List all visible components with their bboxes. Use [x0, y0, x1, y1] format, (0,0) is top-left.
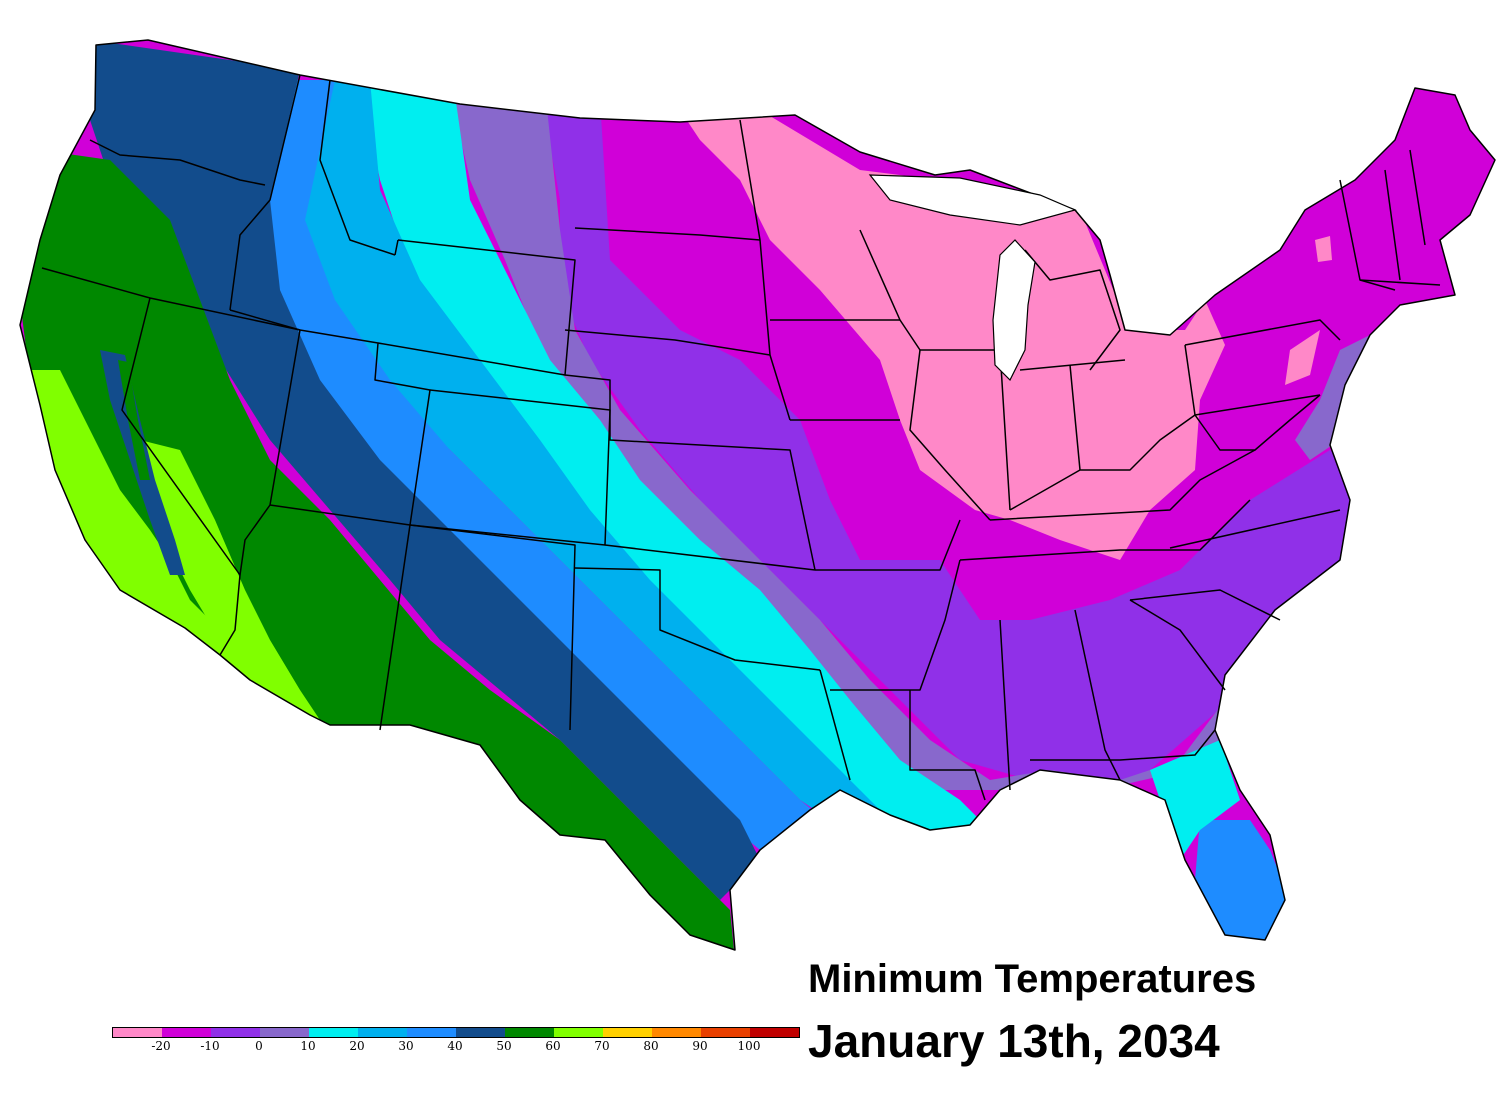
legend-tick-label: 30 [398, 1039, 414, 1053]
legend-tick-label: 70 [594, 1039, 610, 1053]
border-mo-ar [815, 519, 961, 571]
border-ms-al [999, 619, 1011, 791]
legend-tick-label: -20 [151, 1039, 171, 1053]
border-ky-tn-va [989, 449, 1256, 521]
border-il-in [999, 349, 1011, 511]
border-oh-pa [1184, 344, 1196, 416]
border-ok-tx [574, 567, 821, 671]
legend-swatch-1 [162, 1028, 211, 1037]
legend-swatch-8 [505, 1028, 554, 1037]
border-az-nm [379, 524, 411, 731]
legend-swatch-13 [750, 1028, 799, 1037]
border-sd-ne [564, 329, 771, 356]
border-mi-oh [1019, 359, 1126, 371]
legend-tick-label: -10 [200, 1039, 220, 1053]
border-nm-tx [409, 524, 576, 731]
color-legend: -20 -10 0 10 20 30 40 50 60 70 80 90 100 [112, 1027, 802, 1067]
legend-swatch-0 [113, 1028, 162, 1037]
border-ar-la-ms [830, 559, 961, 691]
border-ks-ok [604, 544, 816, 571]
border-nd-sd [574, 227, 761, 241]
band-blue-front-range [260, 80, 850, 870]
band-lime-southern-ca [140, 440, 320, 720]
border-tn [959, 499, 1251, 561]
band-slate-midatlantic [1295, 335, 1370, 460]
lake-superior [868, 174, 1077, 226]
border-co [409, 389, 611, 546]
border-va-nc [1169, 509, 1341, 549]
legend-swatch-7 [456, 1028, 505, 1037]
border-gulf-fl [1030, 729, 1216, 761]
border-ga-sc [1129, 599, 1226, 691]
legend-swatch-3 [260, 1028, 309, 1037]
border-wy [377, 239, 576, 376]
legend-swatch-4 [309, 1028, 358, 1037]
border-new-england-south [1359, 279, 1441, 286]
legend-swatch-11 [652, 1028, 701, 1037]
border-wv [1194, 394, 1321, 451]
border-id-west [229, 74, 301, 311]
legend-tick-label: 50 [496, 1039, 512, 1053]
border-nv-ut-az [239, 329, 301, 576]
map-title: Minimum Temperatures [808, 957, 1257, 1001]
border-il [909, 349, 991, 521]
border-nd-mn [739, 119, 791, 421]
legend-color-bar [112, 1027, 800, 1038]
legend-swatch-12 [701, 1028, 750, 1037]
border-al-ga [1074, 609, 1121, 781]
border-mt-wy-south [394, 239, 399, 256]
legend-swatch-10 [603, 1028, 652, 1037]
border-ut-az [269, 504, 411, 526]
legend-swatch-6 [407, 1028, 456, 1037]
band-sky-blue [300, 80, 880, 840]
legend-tick-label: 0 [255, 1039, 263, 1053]
legend-swatch-9 [554, 1028, 603, 1037]
border-la-ms [909, 690, 986, 801]
us-outline [19, 39, 1496, 951]
border-vt-nh-me [1384, 149, 1426, 281]
state-borders [19, 39, 1496, 951]
band-pink-great-lakes [680, 110, 1225, 560]
legend-tick-label: 20 [349, 1039, 365, 1053]
border-mt-id [319, 79, 396, 256]
legend-tick-label: 10 [300, 1039, 316, 1053]
border-mi-lake [1024, 249, 1121, 371]
band-navy-northwest [90, 40, 760, 900]
legend-tick-label: 80 [643, 1039, 659, 1053]
border-wa-or [89, 139, 266, 186]
legend-swatch-5 [358, 1028, 407, 1037]
border-mn-wi [859, 229, 921, 351]
band-violet-south [540, 90, 1380, 790]
legend-tick-label: 90 [692, 1039, 708, 1053]
legend-swatch-2 [211, 1028, 260, 1037]
border-nc-sc [1129, 589, 1281, 621]
border-tx-la [819, 669, 851, 781]
legend-tick-label: 100 [737, 1039, 761, 1053]
border-wy-ut-co [299, 329, 431, 526]
band-green-interior [20, 150, 735, 950]
band-blue-florida [1195, 820, 1290, 950]
band-pink-pennsylvania [1285, 330, 1320, 385]
lake-michigan [992, 239, 1036, 382]
border-pa-md [1194, 394, 1321, 416]
band-lime-california [20, 370, 330, 730]
border-id-nv-or [229, 309, 301, 331]
map-date: January 13th, 2034 [808, 1015, 1220, 1067]
legend-tick-labels: -20 -10 0 10 20 30 40 50 60 70 80 90 100 [112, 1039, 798, 1057]
border-ne-ks [564, 374, 816, 571]
legend-tick-label: 60 [545, 1039, 561, 1053]
band-pink-ny [1315, 236, 1332, 262]
great-lakes [868, 174, 1077, 382]
band-cyan-central [360, 80, 1000, 860]
border-ohio-river [1009, 414, 1196, 511]
border-pa-ny [1184, 319, 1341, 346]
border-in-oh [1069, 364, 1081, 471]
legend-tick-label: 40 [447, 1039, 463, 1053]
band-green-sierra-inner [118, 360, 150, 480]
